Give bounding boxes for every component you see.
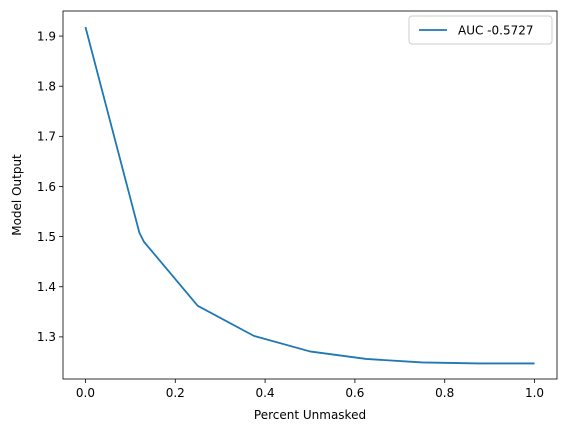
y-tick-label: 1.8 [37, 80, 56, 94]
x-axis: 0.0 0.2 0.4 0.6 0.8 1.0 [76, 379, 544, 400]
y-tick-label: 1.7 [37, 130, 56, 144]
y-axis-label: Model Output [10, 154, 24, 236]
plot-area [62, 10, 558, 380]
y-tick-label: 1.6 [37, 180, 56, 194]
x-tick-label: 0.0 [76, 386, 95, 400]
legend-label: AUC -0.5727 [458, 24, 534, 38]
x-tick-label: 0.8 [435, 386, 454, 400]
x-tick-label: 0.6 [345, 386, 364, 400]
y-tick-label: 1.4 [37, 280, 56, 294]
x-tick-label: 0.4 [256, 386, 275, 400]
y-tick-label: 1.9 [37, 29, 56, 43]
series-line [84, 26, 535, 365]
x-tick-label: 1.0 [525, 386, 544, 400]
series-layer [84, 26, 535, 365]
x-tick-label: 0.2 [166, 386, 185, 400]
legend: AUC -0.5727 [408, 15, 553, 45]
y-axis: 1.3 1.4 1.5 1.6 1.7 1.8 1.9 [37, 29, 63, 344]
legend-box [408, 15, 553, 45]
x-axis-label: Percent Unmasked [254, 408, 366, 422]
y-tick-label: 1.5 [37, 230, 56, 244]
y-tick-label: 1.3 [37, 330, 56, 344]
